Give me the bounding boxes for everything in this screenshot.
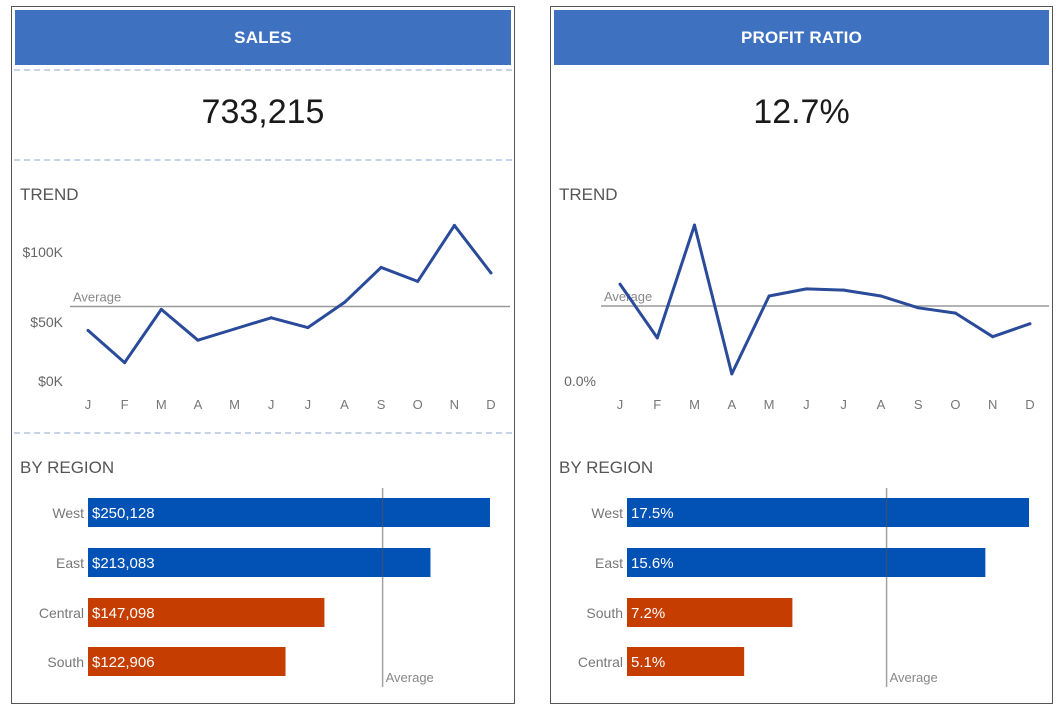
- sales-trend-x-tick-label: D: [486, 397, 495, 412]
- profit-region-bar: [627, 548, 986, 577]
- profit-kpi-value: 12.7%: [753, 93, 850, 131]
- sales-trend-data-point: [233, 327, 237, 331]
- sales-trend-series-line: [87, 223, 493, 365]
- sales-trend-data-point: [159, 307, 163, 311]
- profit-trend-data-point: [693, 223, 697, 227]
- profit-trend-x-tick-label: M: [764, 397, 775, 412]
- sales-trend-data-point: [379, 265, 383, 269]
- profit-trend-data-point: [730, 372, 734, 376]
- sales-trend-data-point: [196, 338, 200, 342]
- profit-trend-data-point: [953, 311, 957, 315]
- profit-region-category-label: West: [591, 505, 623, 521]
- sales-region-average-label: Average: [386, 670, 434, 685]
- sales-trend-x-tick-label: A: [340, 397, 349, 412]
- profit-trend-data-point: [879, 294, 883, 298]
- profit-header: PROFIT RATIO: [554, 10, 1049, 65]
- profit-region-chart: West 17.5% East 15.6% South 7.2% Central 5.1% Av…: [578, 488, 1029, 687]
- sales-trend-data-point: [342, 300, 346, 304]
- profit-trend-x-tick-label: A: [727, 397, 736, 412]
- profit-trend-data-point: [655, 336, 659, 340]
- profit-region-bar-value-label: 17.5%: [631, 505, 674, 522]
- sales-trend-data-point: [416, 279, 420, 283]
- profit-trend-data-point: [1028, 322, 1032, 326]
- sales-trend-data-point: [86, 328, 90, 332]
- sales-trend-x-tick-label: F: [121, 397, 129, 412]
- profit-trend-x-tick-label: J: [617, 397, 624, 412]
- sales-trend-y-tick-label: $0K: [38, 373, 64, 389]
- sales-trend-x-tick-label: M: [156, 397, 167, 412]
- sales-trend-x-tick-label: M: [229, 397, 240, 412]
- sales-trend-data-point: [489, 271, 493, 275]
- profit-trend-title: TREND: [559, 185, 618, 204]
- sales-region-category-label: East: [56, 555, 84, 571]
- sales-trend-x-tick-label: N: [450, 397, 459, 412]
- sales-header: SALES: [15, 10, 511, 65]
- profit-trend-data-point: [618, 282, 622, 286]
- sales-region-bar: [88, 647, 286, 676]
- sales-trend-y-tick-label: $50K: [30, 314, 63, 330]
- sales-trend-x-tick-label: O: [413, 397, 423, 412]
- sales-trend-x-tick-label: J: [305, 397, 312, 412]
- sales-region-chart: West $250,128 East $213,083 Central $147,098 S…: [39, 488, 490, 687]
- profit-trend-y-tick-label: 0.0%: [564, 373, 596, 389]
- profit-trend-x-tick-label: D: [1025, 397, 1034, 412]
- profit-trend-data-point: [804, 287, 808, 291]
- sales-trend-x-tick-label: A: [194, 397, 203, 412]
- sales-region-category-label: Central: [39, 605, 84, 621]
- sales-region-bar-value-label: $147,098: [92, 605, 155, 622]
- profit-trend-x-tick-label: S: [914, 397, 923, 412]
- profit-region-bar-value-label: 5.1%: [631, 654, 665, 671]
- sales-trend-data-point: [269, 316, 273, 320]
- profit-panel: PROFIT RATIO 12.7% TREND 0.0% Average J F M A…: [550, 6, 1053, 704]
- sales-trend-data-point: [123, 361, 127, 365]
- sales-region-bar: [88, 498, 490, 527]
- sales-trend-chart: $0K $50K $100K Average J F M A M J J A S O N D: [23, 223, 510, 412]
- sales-region-bar-value-label: $122,906: [92, 654, 155, 671]
- sales-trend-data-point: [306, 326, 310, 330]
- profit-trend-series-line: [618, 223, 1031, 376]
- profit-region-bar: [627, 647, 745, 676]
- sales-region-bar: [88, 548, 431, 577]
- profit-trend-x-tick-label: N: [988, 397, 997, 412]
- profit-trend-x-tick-label: F: [653, 397, 661, 412]
- profit-region-category-label: Central: [578, 654, 623, 670]
- sales-trend-data-point: [452, 223, 456, 227]
- sales-region-bar-value-label: $250,128: [92, 505, 155, 522]
- profit-trend-data-point: [842, 288, 846, 292]
- profit-trend-data-point: [767, 294, 771, 298]
- sales-region-category-label: South: [47, 654, 84, 670]
- divider: [14, 69, 512, 71]
- profit-trend-x-tick-label: J: [840, 397, 847, 412]
- sales-region-title: BY REGION: [20, 458, 115, 477]
- profit-region-title: BY REGION: [559, 458, 654, 477]
- sales-trend-x-tick-label: S: [377, 397, 386, 412]
- sales-panel: SALES 733,215 TREND $0K $50K $100K Average J…: [11, 6, 515, 704]
- profit-trend-x-tick-label: A: [877, 397, 886, 412]
- profit-region-category-label: South: [586, 605, 623, 621]
- sales-trend-x-tick-label: J: [85, 397, 92, 412]
- profit-trend-x-tick-label: M: [689, 397, 700, 412]
- sales-region-category-label: West: [52, 505, 84, 521]
- sales-trend-y-tick-label: $100K: [23, 244, 64, 260]
- profit-region-bar: [627, 498, 1029, 527]
- profit-region-average-label: Average: [890, 670, 938, 685]
- sales-trend-title: TREND: [20, 185, 79, 204]
- profit-trend-data-point: [916, 306, 920, 310]
- divider: [14, 159, 512, 161]
- sales-kpi-value: 733,215: [201, 93, 325, 131]
- divider: [14, 432, 512, 434]
- sales-trend-average-label: Average: [73, 289, 121, 304]
- profit-trend-data-point: [991, 335, 995, 339]
- profit-region-bar-value-label: 7.2%: [631, 605, 665, 622]
- sales-trend-x-tick-label: J: [268, 397, 275, 412]
- profit-region-category-label: East: [595, 555, 623, 571]
- sales-region-bar-value-label: $213,083: [92, 555, 155, 572]
- profit-trend-x-tick-label: O: [950, 397, 960, 412]
- profit-trend-x-tick-label: J: [803, 397, 810, 412]
- profit-region-bar: [627, 598, 793, 627]
- sales-region-bar: [88, 598, 325, 627]
- profit-region-bar-value-label: 15.6%: [631, 555, 674, 572]
